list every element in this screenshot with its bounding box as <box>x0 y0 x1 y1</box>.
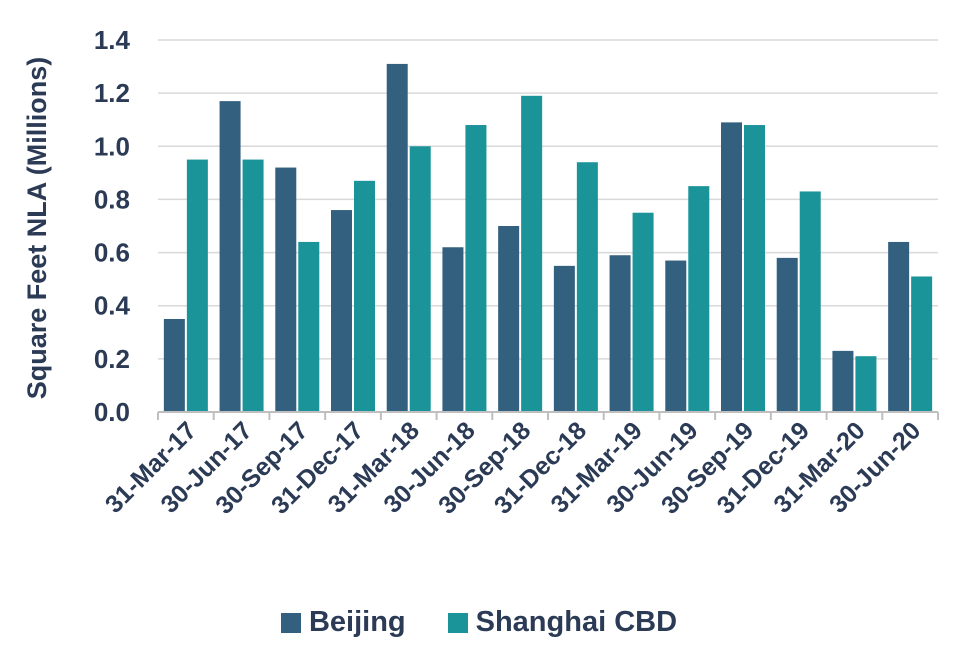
bar-shanghai-2 <box>298 241 320 412</box>
bar-beijing-11 <box>776 257 798 412</box>
y-tick-label: 1.0 <box>94 131 130 161</box>
bar-beijing-10 <box>721 122 742 412</box>
legend-label-shanghai: Shanghai CBD <box>475 606 678 638</box>
legend-item-shanghai: Shanghai CBD <box>447 606 678 639</box>
bar-beijing-8 <box>609 255 631 412</box>
bar-shanghai-5 <box>465 125 487 413</box>
bar-beijing-13 <box>888 241 910 412</box>
y-tick-label: 0.2 <box>94 344 130 374</box>
y-tick-label: 0.0 <box>94 397 130 427</box>
y-tick-label: 1.4 <box>94 25 131 55</box>
bar-beijing-3 <box>331 210 352 412</box>
bar-beijing-0 <box>163 319 185 412</box>
legend-swatch-shanghai <box>447 612 468 633</box>
bar-beijing-1 <box>219 101 241 412</box>
bar-shanghai-3 <box>354 180 375 412</box>
bar-shanghai-9 <box>688 186 710 412</box>
bar-shanghai-7 <box>576 162 598 412</box>
bar-shanghai-6 <box>521 95 543 413</box>
bar-shanghai-1 <box>242 159 264 412</box>
bar-beijing-9 <box>665 260 687 412</box>
bar-shanghai-13 <box>911 276 933 412</box>
bar-shanghai-11 <box>799 191 821 412</box>
bar-beijing-6 <box>498 226 520 412</box>
bar-beijing-12 <box>832 350 854 412</box>
bars <box>163 63 933 413</box>
bar-shanghai-12 <box>855 356 877 412</box>
gridlines <box>158 39 938 360</box>
legend: Beijing Shanghai CBD <box>0 606 958 639</box>
bar-shanghai-0 <box>186 159 208 412</box>
bar-beijing-2 <box>275 167 297 412</box>
y-tick-label: 0.4 <box>94 291 131 321</box>
legend-swatch-beijing <box>280 612 301 633</box>
y-tick-labels: 0.0 0.2 0.4 0.6 0.8 1.0 1.2 1.4 <box>94 25 131 427</box>
bar-beijing-7 <box>553 265 575 412</box>
bar-shanghai-8 <box>632 212 654 412</box>
bar-shanghai-4 <box>409 146 431 413</box>
x-tick-labels: 31-Mar-1730-Jun-1730-Sep-1731-Dec-1731-M… <box>100 416 927 519</box>
legend-label-beijing: Beijing <box>308 606 406 638</box>
legend-item-beijing: Beijing <box>280 606 406 639</box>
y-tick-label: 1.2 <box>94 78 130 108</box>
y-tick-label: 0.6 <box>94 238 130 268</box>
y-tick-label: 0.8 <box>94 184 130 214</box>
bar-beijing-4 <box>386 63 408 413</box>
y-axis-title: Square Feet NLA (Millions) <box>22 57 52 400</box>
bar-beijing-5 <box>442 247 464 412</box>
bar-shanghai-10 <box>744 125 765 413</box>
axes <box>157 411 939 420</box>
bar-chart: 0.0 0.2 0.4 0.6 0.8 1.0 1.2 1.4 31-Mar-1730-Jun… <box>22 25 939 520</box>
